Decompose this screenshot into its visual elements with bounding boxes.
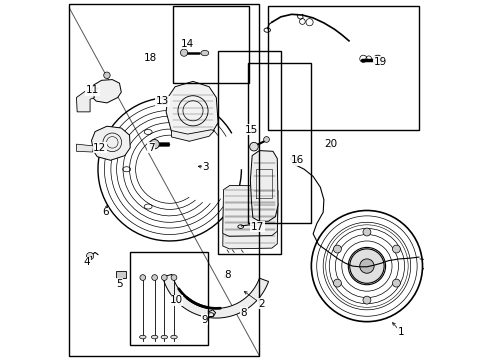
- Circle shape: [363, 296, 371, 304]
- Circle shape: [373, 55, 382, 64]
- Bar: [269, 6, 419, 130]
- Polygon shape: [91, 80, 122, 103]
- Circle shape: [161, 275, 167, 280]
- Ellipse shape: [140, 335, 146, 339]
- Circle shape: [334, 245, 342, 253]
- Bar: [129, 252, 208, 345]
- Text: 7: 7: [147, 143, 154, 153]
- Text: 16: 16: [291, 155, 304, 165]
- Polygon shape: [250, 150, 278, 221]
- Polygon shape: [163, 274, 269, 318]
- Bar: [69, 4, 259, 356]
- Text: 5: 5: [116, 279, 123, 289]
- Circle shape: [334, 279, 342, 287]
- Circle shape: [180, 49, 188, 56]
- Ellipse shape: [161, 335, 168, 339]
- Text: 17: 17: [251, 222, 264, 231]
- Polygon shape: [223, 185, 278, 236]
- Ellipse shape: [151, 335, 158, 339]
- Text: 18: 18: [144, 53, 157, 63]
- Ellipse shape: [291, 156, 300, 161]
- Text: 3: 3: [202, 162, 209, 172]
- Circle shape: [392, 245, 400, 253]
- Circle shape: [392, 279, 400, 287]
- Text: 13: 13: [156, 96, 169, 106]
- Text: 8: 8: [241, 308, 247, 318]
- Circle shape: [150, 139, 159, 149]
- Circle shape: [350, 249, 384, 283]
- Polygon shape: [223, 198, 278, 249]
- Circle shape: [264, 136, 270, 142]
- Polygon shape: [172, 130, 215, 141]
- Text: 4: 4: [84, 257, 91, 267]
- Circle shape: [250, 142, 258, 151]
- Text: 14: 14: [181, 39, 194, 49]
- Text: 20: 20: [324, 139, 338, 149]
- Circle shape: [360, 259, 374, 273]
- Text: 12: 12: [93, 143, 106, 153]
- Text: 8: 8: [224, 270, 230, 280]
- Text: 2: 2: [258, 299, 265, 309]
- Text: 1: 1: [398, 327, 404, 337]
- Text: 11: 11: [86, 85, 99, 95]
- Text: 6: 6: [102, 207, 108, 217]
- Circle shape: [140, 275, 146, 280]
- Polygon shape: [76, 144, 94, 152]
- Ellipse shape: [201, 50, 209, 56]
- Circle shape: [171, 275, 177, 280]
- Polygon shape: [76, 90, 95, 112]
- Bar: [218, 51, 281, 253]
- Bar: [116, 271, 126, 278]
- Bar: [173, 6, 248, 83]
- Ellipse shape: [171, 335, 177, 339]
- Polygon shape: [92, 126, 130, 160]
- Circle shape: [87, 252, 94, 260]
- Polygon shape: [166, 81, 218, 137]
- Circle shape: [363, 228, 371, 236]
- Circle shape: [152, 275, 157, 280]
- Text: 10: 10: [170, 295, 183, 305]
- Text: 15: 15: [245, 125, 258, 135]
- Circle shape: [104, 72, 110, 78]
- Text: 9: 9: [201, 315, 208, 325]
- Bar: [248, 63, 311, 223]
- Text: 19: 19: [374, 57, 387, 67]
